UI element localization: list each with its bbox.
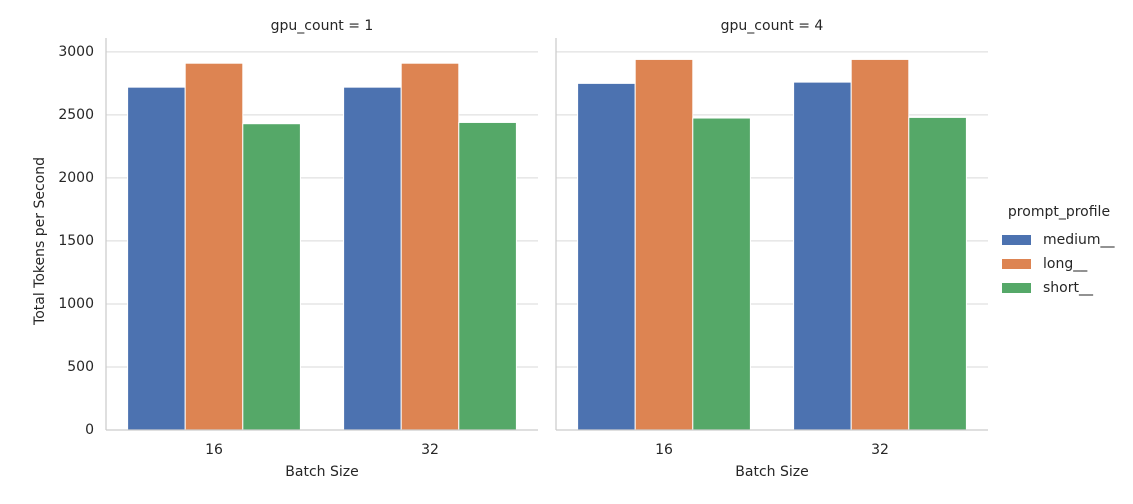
legend-label: short__ — [1043, 280, 1094, 296]
legend-label: medium__ — [1043, 232, 1116, 248]
bar — [793, 81, 852, 431]
legend-title: prompt_profile — [1008, 204, 1110, 220]
bar — [908, 116, 967, 431]
y-tick-label: 1000 — [58, 296, 94, 312]
y-tick-label: 0 — [85, 422, 94, 438]
bar — [400, 62, 460, 431]
bar — [634, 58, 694, 431]
x-tick-label: 32 — [421, 442, 439, 458]
y-tick-label: 500 — [67, 359, 94, 375]
legend-swatch — [1002, 235, 1031, 245]
x-tick-label: 16 — [205, 442, 223, 458]
x-tick-label: 32 — [871, 442, 889, 458]
bar — [692, 117, 751, 431]
y-tick-label: 2500 — [58, 107, 94, 123]
bar — [577, 82, 636, 431]
facet-title: gpu_count = 1 — [271, 18, 374, 34]
legend-label: long__ — [1043, 256, 1088, 272]
legend-swatch — [1002, 283, 1031, 293]
bar — [242, 123, 301, 431]
legend-swatch — [1002, 259, 1031, 269]
y-tick-label: 3000 — [58, 44, 94, 60]
bar — [458, 121, 517, 431]
bar — [850, 58, 910, 431]
y-tick-label: 2000 — [58, 170, 94, 186]
bar — [343, 86, 402, 431]
x-axis-label: Batch Size — [285, 464, 358, 480]
y-axis-label: Total Tokens per Second — [32, 157, 48, 326]
y-tick-label: 1500 — [58, 233, 94, 249]
facet-title: gpu_count = 4 — [721, 18, 824, 34]
bar — [184, 62, 244, 431]
x-tick-label: 16 — [655, 442, 673, 458]
bar — [127, 86, 186, 431]
x-axis-label: Batch Size — [735, 464, 808, 480]
